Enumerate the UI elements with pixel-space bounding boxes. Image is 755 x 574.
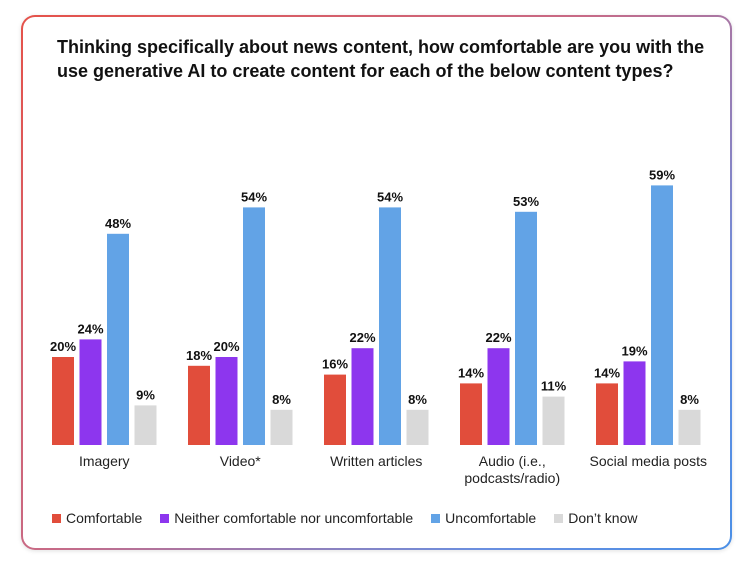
bar-video-uncomfortable (243, 207, 265, 445)
legend-swatch (431, 513, 441, 523)
bar-audio-i-e-podcasts-radio-uncomfortable (515, 211, 537, 445)
bar-written-articles-don-t-know (406, 409, 429, 445)
data-label-imagery-don-t-know: 9% (136, 387, 155, 402)
chart-legend: Comfortable Neither comfortable nor uncom… (52, 509, 655, 527)
data-label-video-uncomfortable: 54% (241, 189, 267, 204)
bar-social-media-posts-uncomfortable (651, 185, 673, 445)
legend-label: Uncomfortable (445, 510, 537, 526)
data-label-audio-i-e-podcasts-radio-neither-comfortable-nor-uncomfortable: 22% (485, 330, 511, 345)
bar-imagery-neither-comfortable-nor-uncomfortable (79, 339, 102, 445)
data-label-written-articles-uncomfortable: 54% (377, 189, 403, 204)
bar-video-comfortable (188, 365, 210, 445)
chart-card (21, 15, 732, 550)
legend-label: Don’t know (568, 510, 638, 526)
legend-swatch (160, 513, 170, 523)
bar-social-media-posts-neither-comfortable-nor-uncomfortable (623, 361, 646, 445)
data-label-written-articles-neither-comfortable-nor-uncomfortable: 22% (349, 330, 375, 345)
legend-swatch (554, 513, 564, 523)
data-label-video-don-t-know: 8% (272, 392, 291, 407)
bar-audio-i-e-podcasts-radio-don-t-know (542, 396, 565, 445)
bar-written-articles-neither-comfortable-nor-uncomfortable (351, 348, 374, 445)
bar-audio-i-e-podcasts-radio-neither-comfortable-nor-uncomfortable (487, 348, 510, 445)
legend-label: Comfortable (66, 510, 143, 526)
legend-label: Neither comfortable nor uncomfortable (174, 510, 414, 526)
data-label-video-comfortable: 18% (186, 348, 212, 363)
data-label-audio-i-e-podcasts-radio-uncomfortable: 53% (513, 194, 539, 209)
data-label-social-media-posts-don-t-know: 8% (680, 392, 699, 407)
legend-swatch (52, 513, 61, 523)
chart-title: Thinking specifically about news content… (57, 37, 705, 81)
category-label-audio-i-e-podcasts-radio: podcasts/radio) (464, 470, 560, 486)
data-label-social-media-posts-comfortable: 14% (594, 365, 620, 380)
category-label-written-articles: Written articles (330, 453, 422, 469)
legend-item-don-t-know: Don’t know (554, 510, 637, 526)
data-label-social-media-posts-neither-comfortable-nor-uncomfortable: 19% (621, 343, 647, 358)
data-label-written-articles-comfortable: 16% (322, 357, 348, 372)
legend-item-comfortable: Comfortable (52, 510, 142, 526)
bar-written-articles-comfortable (324, 374, 346, 445)
category-label-video: Video* (220, 453, 262, 469)
bar-written-articles-uncomfortable (379, 207, 401, 445)
category-label-social-media-posts: Social media posts (589, 453, 707, 469)
bar-imagery-comfortable (52, 357, 74, 445)
bar-social-media-posts-don-t-know (678, 409, 701, 445)
data-label-written-articles-don-t-know: 8% (408, 392, 427, 407)
legend-item-uncomfortable: Uncomfortable (431, 510, 536, 526)
data-label-social-media-posts-uncomfortable: 59% (649, 167, 675, 182)
bar-imagery-uncomfortable (107, 233, 129, 445)
data-label-imagery-comfortable: 20% (50, 339, 76, 354)
bar-imagery-don-t-know (134, 405, 157, 445)
bar-video-neither-comfortable-nor-uncomfortable (215, 357, 238, 445)
data-label-audio-i-e-podcasts-radio-comfortable: 14% (458, 365, 484, 380)
category-label-imagery: Imagery (79, 453, 130, 469)
bar-social-media-posts-comfortable (596, 383, 618, 445)
category-label-audio-i-e-podcasts-radio: Audio (i.e., (479, 453, 546, 469)
bar-audio-i-e-podcasts-radio-comfortable (460, 383, 482, 445)
legend-item-neither-comfortable-nor-uncomfortable: Neither comfortable nor uncomfortable (160, 510, 413, 526)
bar-video-don-t-know (270, 409, 293, 445)
data-label-audio-i-e-podcasts-radio-don-t-know: 11% (541, 379, 567, 394)
data-label-imagery-neither-comfortable-nor-uncomfortable: 24% (77, 321, 103, 336)
data-label-video-neither-comfortable-nor-uncomfortable: 20% (213, 339, 239, 354)
data-label-imagery-uncomfortable: 48% (105, 216, 131, 231)
